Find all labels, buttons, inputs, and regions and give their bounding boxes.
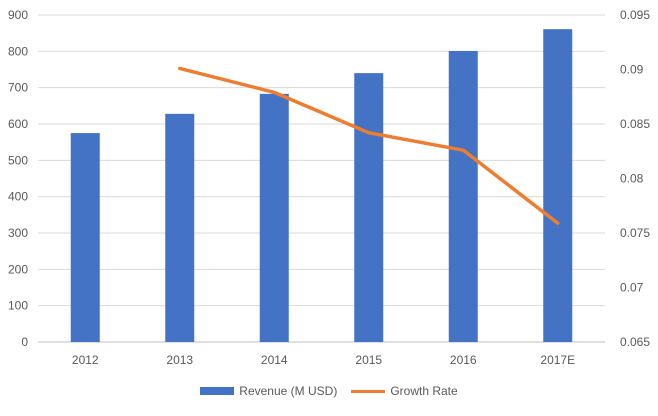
right-tick-label: 0.085 <box>620 117 650 131</box>
left-tick-label: 900 <box>8 8 28 22</box>
legend-item-growth: Growth Rate <box>351 384 458 398</box>
right-tick-label: 0.065 <box>620 335 650 349</box>
legend-item-revenue: Revenue (M USD) <box>200 384 337 398</box>
legend-swatch-line <box>351 389 386 393</box>
left-tick-label: 400 <box>8 190 28 204</box>
left-tick-label: 0 <box>21 335 28 349</box>
right-tick-label: 0.095 <box>620 8 650 22</box>
left-tick-label: 100 <box>8 299 28 313</box>
right-tick-label: 0.08 <box>620 172 644 186</box>
left-tick-label: 600 <box>8 117 28 131</box>
bar-2014 <box>259 93 289 343</box>
right-tick-label: 0.07 <box>620 281 644 295</box>
bar-2013 <box>165 113 195 343</box>
left-tick-label: 200 <box>8 262 28 276</box>
x-tick-label: 2017E <box>540 353 575 367</box>
x-tick-label: 2016 <box>450 353 477 367</box>
bar-2016 <box>448 50 478 342</box>
bar-2012 <box>70 133 100 342</box>
legend-label: Revenue (M USD) <box>239 384 338 398</box>
combo-chart: 0 100 200 300 400 500 600 700 800 900 0.065 0.07 0.0… <box>8 8 650 367</box>
legend-label: Growth Rate <box>390 384 458 398</box>
right-tick-label: 0.09 <box>620 63 644 77</box>
left-tick-label: 300 <box>8 226 28 240</box>
left-tick-label: 500 <box>8 153 28 167</box>
x-tick-label: 2013 <box>166 353 193 367</box>
legend: Revenue (M USD) Growth Rate <box>0 384 658 398</box>
left-tick-label: 700 <box>8 81 28 95</box>
right-tick-label: 0.075 <box>620 226 650 240</box>
x-tick-label: 2012 <box>72 353 99 367</box>
x-tick-label: 2015 <box>355 353 382 367</box>
bar-2017E <box>543 29 573 342</box>
legend-swatch-bar <box>200 387 235 395</box>
x-tick-label: 2014 <box>261 353 288 367</box>
bar-2015 <box>354 73 384 342</box>
left-tick-label: 800 <box>8 44 28 58</box>
